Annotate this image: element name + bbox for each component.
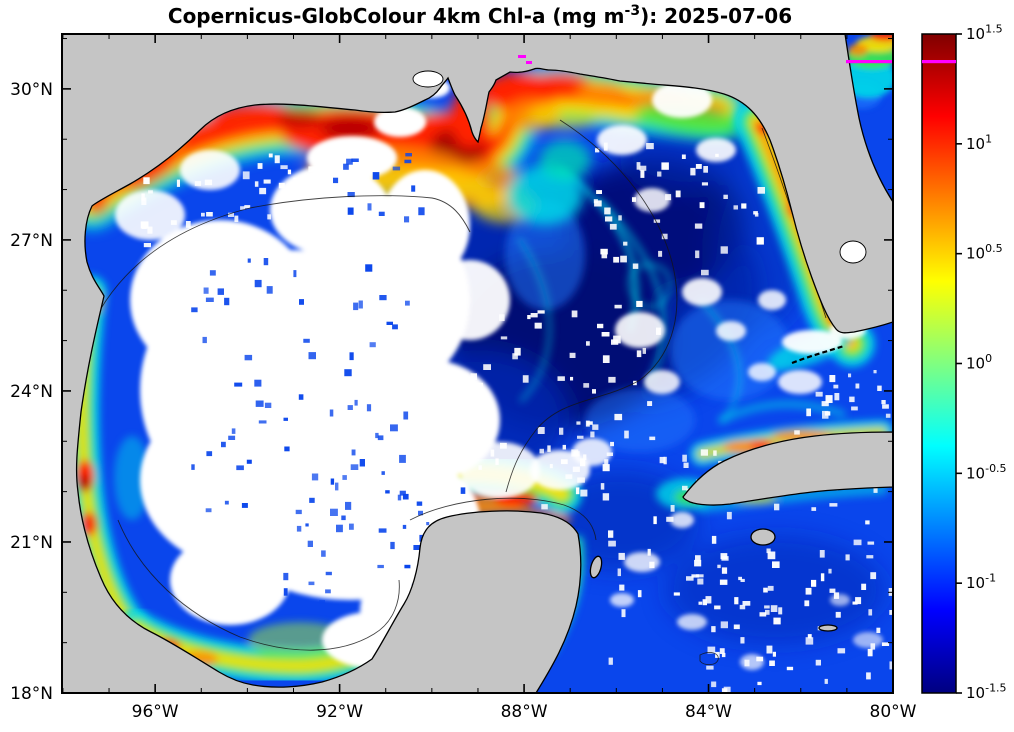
cayman-island [818, 624, 838, 632]
axis-ticks [62, 34, 894, 694]
x-axis-tick-label: 84°W [685, 702, 732, 722]
mexico-coast-bloom [76, 292, 150, 626]
x-axis-tick-label: 88°W [501, 702, 548, 722]
colorbar-tick-label: 10-1.5 [966, 682, 1007, 703]
colorbar-tick-label: 100.5 [966, 242, 1003, 263]
lake-pontchartrain [412, 70, 444, 88]
colorbar-tick-label: 101 [966, 132, 992, 153]
y-axis-tick-label: 21°N [10, 533, 53, 553]
isla-de-la-juventud [750, 528, 776, 546]
north-america-landmass [62, 34, 893, 693]
colorbar-tick-label: 10-0.5 [966, 462, 1007, 483]
colorbar: 101.5 101 100.5 100 10-0.5 10-1 10-1.5 [921, 23, 1007, 703]
x-axis-tick-label: 80°W [870, 702, 917, 722]
map-plot-area [62, 34, 893, 693]
colorbar-tick-label: 10-1 [966, 572, 996, 593]
figure-title: Copernicus-GlobColour 4km Chl-a (mg m-3)… [168, 3, 792, 28]
colorbar-flag-line [922, 60, 956, 64]
land-layer [62, 34, 893, 693]
florida-keys [791, 344, 845, 365]
x-axis-tick-label: 96°W [132, 702, 179, 722]
y-axis-tick-label: 18°N [10, 684, 53, 704]
cuba-island [682, 431, 893, 506]
cozumel-island [589, 555, 603, 579]
lake-okeechobee [839, 240, 867, 264]
colorbar-tick-label: 100 [966, 352, 992, 373]
colorbar-gradient [921, 33, 957, 694]
y-axis-tick-label: 27°N [10, 231, 53, 251]
axis-labels: 96°W 92°W 88°W 84°W 80°W 30°N 27°N 24°N 21°N 18°N [10, 80, 917, 722]
y-axis-tick-label: 24°N [10, 382, 53, 402]
y-axis-tick-label: 30°N [10, 80, 53, 100]
bathymetry-contours [99, 119, 827, 666]
flagged-data-lines [518, 55, 893, 64]
x-axis-tick-label: 92°W [316, 702, 363, 722]
colorbar-ticks: 101.5 101 100.5 100 10-0.5 10-1 10-1.5 [956, 23, 1007, 703]
colorbar-tick-label: 101.5 [966, 23, 1003, 44]
